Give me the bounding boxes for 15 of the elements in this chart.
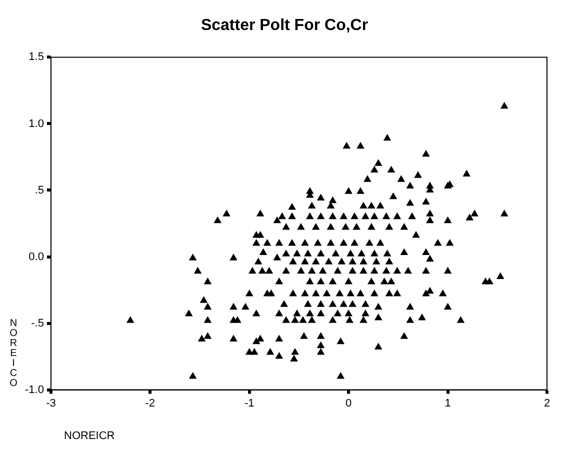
x-tick-label: -2 [145, 397, 156, 410]
y-tick-label: .5 [34, 184, 44, 196]
y-tick-label: -1.0 [24, 384, 44, 396]
y-tick-label: 0.0 [28, 250, 44, 263]
chart-title: Scatter Polt For Co,Cr [200, 17, 368, 34]
x-axis-title: NOREICR [64, 430, 115, 442]
x-tick-label: 2 [544, 397, 550, 410]
x-tick-label: 1 [444, 397, 451, 410]
y-axis-title: NOREICO [8, 318, 19, 388]
y-tick-label: 1.0 [28, 118, 44, 130]
x-tick-label: -1 [244, 397, 254, 410]
y-tick-label: 1.5 [28, 51, 44, 64]
x-tick-label: 0 [346, 397, 352, 410]
y-tick-label: -.5 [31, 317, 44, 330]
x-tick-label: -3 [46, 397, 56, 410]
